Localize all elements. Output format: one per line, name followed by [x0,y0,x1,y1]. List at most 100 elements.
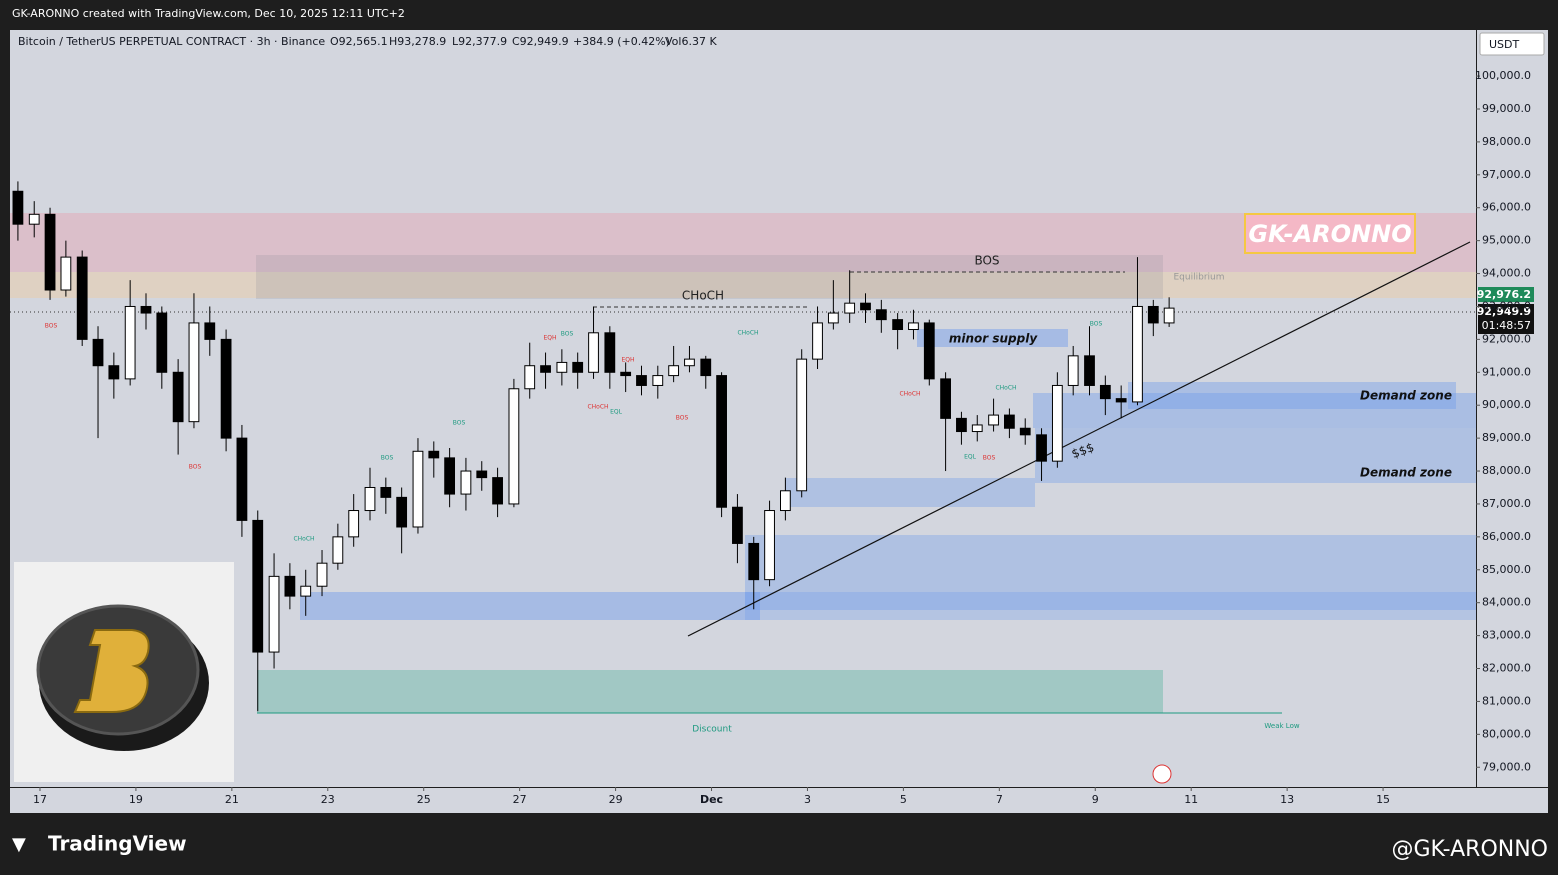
change: +384.9 (+0.42%) [573,35,670,48]
brand: TradingView [48,832,187,856]
up-candle [268,575,280,653]
annotation: EQL [610,409,623,416]
down-candle [700,358,712,377]
up-candle [844,302,856,314]
down-candle [172,371,184,423]
ohlc-close: C92,949.9 [512,35,569,48]
currency-button[interactable] [1479,32,1545,56]
x-tick-label: 15 [1376,793,1390,806]
y-tick-label: 84,000.0 [1482,596,1531,609]
down-candle [76,256,88,340]
annotation: Discount [692,725,732,735]
x-tick-label: 29 [609,793,623,806]
volume: Vol6.37 K [665,35,717,48]
down-candle [284,575,296,597]
annotation: Demand zone [1360,389,1452,403]
demand-box [300,592,760,620]
up-candle [971,424,983,433]
x-tick-label: 7 [996,793,1003,806]
annotation: CHoCH [587,404,608,411]
annotation: minor supply [949,332,1038,346]
down-candle [956,417,967,433]
up-candle [332,536,344,564]
y-tick-label: 89,000.0 [1482,431,1531,444]
y-tick-label: 95,000.0 [1482,234,1531,247]
annotation: BOS [1090,321,1103,328]
up-candle [188,322,200,423]
annotation: EQH [621,357,634,364]
up-candle [668,365,680,377]
demand-box [745,535,1476,610]
ohlc-low: L92,377.9 [452,35,507,48]
up-candle [28,213,40,225]
annotation: BOS [974,254,999,268]
up-candle [524,365,536,390]
x-tick-label: 27 [513,793,527,806]
up-candle [508,388,520,505]
y-tick-label: 79,000.0 [1482,760,1531,773]
annotation: BOS [453,420,466,427]
y-tick-label: 85,000.0 [1482,563,1531,576]
handle: @GK-ARONNO [1391,837,1548,862]
annotation: EQH [543,335,556,342]
annotation: Demand zone [1360,466,1452,480]
down-candle [636,375,647,386]
up-candle [1163,307,1175,324]
down-candle [140,305,152,314]
up-candle [588,332,599,373]
event-icon[interactable] [1152,764,1172,784]
coin-symbol [73,629,150,713]
up-candle [556,361,568,373]
up-candle [988,414,999,426]
annotation: CHoCH [293,536,314,543]
up-candle [364,486,376,512]
up-candle [652,375,664,386]
x-tick-label: 13 [1280,793,1294,806]
up-candle [1132,305,1143,403]
y-tick-label: 100,000.0 [1475,69,1531,82]
down-candle [1147,305,1159,324]
currency[interactable]: USDT [1489,38,1520,51]
x-tick-label: Dec [700,793,723,806]
x-tick-label: 23 [321,793,335,806]
y-tick-label: 97,000.0 [1482,168,1531,181]
y-tick-label: 83,000.0 [1482,629,1531,642]
up-candle [300,585,312,597]
y-tick-label: 93,000.0 [1482,299,1531,312]
down-candle [236,437,248,521]
price-tag-bg [1478,287,1534,302]
ohlc-high: H93,278.9 [389,35,446,48]
plot-area [10,30,1476,787]
y-tick-label: 94,000.0 [1482,267,1531,280]
ohlc-open: O92,565.1 [330,35,388,48]
y-tick-label: 80,000.0 [1482,727,1531,740]
y-tick-label: 99,000.0 [1482,102,1531,115]
y-tick-label: 88,000.0 [1482,464,1531,477]
x-tick-label: 11 [1184,793,1198,806]
up-candle [460,470,472,495]
annotation: BOS [381,455,394,462]
down-candle [92,338,104,367]
up-candle [908,322,919,331]
up-candle [684,358,695,367]
annotation: CHoCH [682,289,724,303]
annotation: BOS [983,455,996,462]
down-candle [572,361,584,373]
down-candle [1036,434,1047,462]
down-candle [428,450,440,459]
countdown: 01:48:57 [1482,319,1531,332]
y-tick-label: 92,000.0 [1482,332,1531,345]
supply-box [917,329,1068,347]
price-axis-panel [1477,30,1548,787]
annotation: CHoCH [995,385,1016,392]
down-candle [875,309,887,321]
y-tick-label: 98,000.0 [1482,135,1531,148]
down-candle [732,506,743,544]
y-tick-label: 90,000.0 [1482,398,1531,411]
down-candle [1084,355,1095,386]
down-candle [892,319,904,331]
down-candle [252,519,264,653]
demand-box [745,592,1476,620]
down-candle [220,338,232,439]
